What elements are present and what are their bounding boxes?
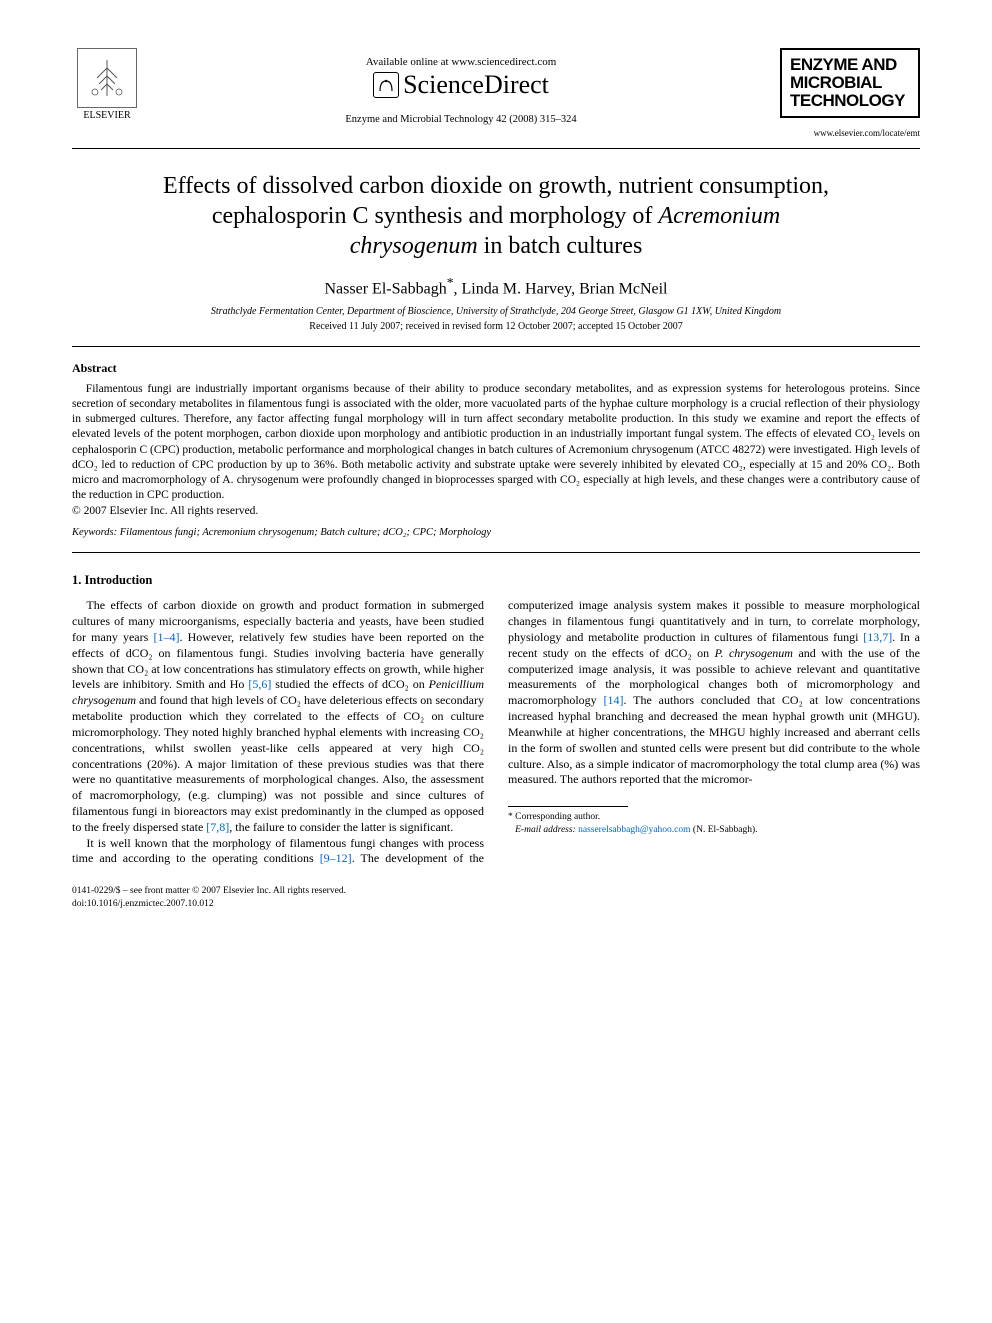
available-online-text: Available online at www.sciencedirect.co… [142, 56, 780, 68]
page-footer: 0141-0229/$ – see front matter © 2007 El… [72, 885, 920, 910]
page-header: ELSEVIER Available online at www.science… [72, 48, 920, 138]
abstract-bottom-rule [72, 552, 920, 553]
footnote-rule [508, 806, 628, 807]
footnote-email-label: E-mail address: [515, 825, 576, 835]
sciencedirect-text: ScienceDirect [403, 70, 549, 100]
copyright: © 2007 Elsevier Inc. All rights reserved… [72, 505, 920, 517]
authors-rest: , Linda M. Harvey, Brian McNeil [453, 280, 667, 297]
footnote-email[interactable]: nasserelsabbagh@yahoo.com [576, 825, 691, 835]
title-line3-post: in batch cultures [478, 233, 643, 259]
abstract-body: Filamentous fungi are industrially impor… [72, 382, 920, 503]
authors: Nasser El-Sabbagh*, Linda M. Harvey, Bri… [72, 275, 920, 298]
cite-9-12[interactable]: [9–12] [320, 851, 352, 865]
keywords: Keywords: Filamentous fungi; Acremonium … [72, 527, 920, 538]
elsevier-label: ELSEVIER [83, 110, 130, 121]
footer-issn: 0141-0229/$ – see front matter © 2007 El… [72, 885, 920, 897]
abstract-heading: Abstract [72, 361, 920, 376]
title-genus: Acremonium [658, 203, 780, 229]
article-dates: Received 11 July 2007; received in revis… [72, 321, 920, 332]
emt-line2: MICROBIAL [790, 74, 910, 92]
journal-url: www.elsevier.com/locate/emt [780, 128, 920, 138]
author-primary: Nasser El-Sabbagh [325, 280, 447, 297]
section-1-heading: 1. Introduction [72, 573, 920, 588]
abstract-text: Filamentous fungi are industrially impor… [72, 382, 920, 503]
title-line2-pre: cephalosporin C synthesis and morphology… [212, 203, 659, 229]
corresponding-footnote: * Corresponding author. E-mail address: … [508, 811, 920, 836]
p1-e: , the failure to consider the latter is … [229, 820, 453, 834]
keywords-text: Filamentous fungi; Acremonium chrysogenu… [117, 527, 491, 538]
keywords-label: Keywords: [72, 527, 117, 538]
cite-5-6[interactable]: [5,6] [248, 677, 271, 691]
title-line1: Effects of dissolved carbon dioxide on g… [163, 173, 829, 199]
cite-1-4[interactable]: [1–4] [153, 630, 179, 644]
cite-14[interactable]: [14] [604, 693, 624, 707]
intro-paragraph-1: The effects of carbon dioxide on growth … [72, 598, 484, 835]
elsevier-logo: ELSEVIER [72, 48, 142, 128]
p2-species1: P. chrysogenum [715, 646, 793, 660]
footer-doi: doi:10.1016/j.enzmictec.2007.10.012 [72, 898, 920, 910]
p1-c: studied the effects of dCO₂ on [271, 677, 428, 691]
cite-7-8[interactable]: [7,8] [206, 820, 229, 834]
sciencedirect-logo: ScienceDirect [373, 70, 549, 100]
header-center: Available online at www.sciencedirect.co… [142, 48, 780, 125]
journal-logo: ENZYME AND MICROBIAL TECHNOLOGY www.else… [780, 48, 920, 138]
affiliation: Strathclyde Fermentation Center, Departm… [72, 306, 920, 317]
footnote-corr: Corresponding author. [513, 812, 600, 822]
journal-reference: Enzyme and Microbial Technology 42 (2008… [142, 114, 780, 125]
sciencedirect-icon [373, 72, 399, 98]
body-columns: 1. Introduction The effects of carbon di… [72, 573, 920, 867]
abstract-top-rule [72, 346, 920, 347]
article-title: Effects of dissolved carbon dioxide on g… [72, 171, 920, 261]
emt-line3: TECHNOLOGY [790, 92, 910, 110]
emt-line1: ENZYME AND [790, 56, 910, 74]
emt-box: ENZYME AND MICROBIAL TECHNOLOGY [780, 48, 920, 118]
header-rule [72, 148, 920, 149]
intro-columns: The effects of carbon dioxide on growth … [72, 598, 920, 867]
elsevier-tree-icon [77, 48, 137, 108]
cite-13-7[interactable]: [13,7] [863, 630, 892, 644]
title-species: chrysogenum [350, 233, 478, 259]
footnote-email-who: (N. El-Sabbagh). [691, 825, 758, 835]
p1-d: and found that high levels of CO₂ have d… [72, 693, 484, 834]
